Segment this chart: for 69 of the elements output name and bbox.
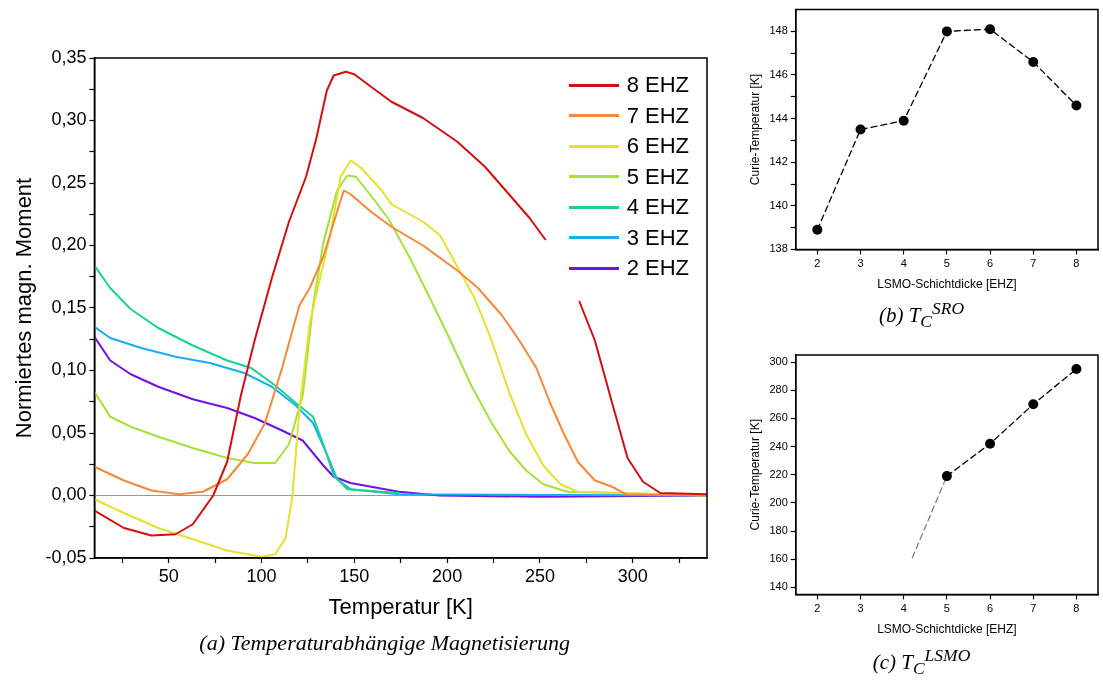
- x-axis-title: Temperatur [K]: [328, 593, 473, 619]
- y-tick-label: 144: [769, 111, 788, 124]
- legend-label: 7 EHZ: [626, 102, 689, 129]
- x-tick-label: 5: [943, 257, 950, 270]
- x-tick-label: 3: [857, 602, 864, 615]
- legend-label: 5 EHZ: [626, 163, 689, 190]
- x-tick-label: 150: [339, 565, 370, 586]
- legend-label: 6 EHZ: [626, 133, 689, 160]
- point: [941, 471, 952, 482]
- y-tick-label: 138: [769, 242, 788, 255]
- x-tick-label: 300: [617, 565, 648, 586]
- legend-label: 2 EHZ: [626, 255, 689, 282]
- y-tick-label: 0,00: [51, 484, 87, 505]
- point: [985, 24, 996, 35]
- y-tick-label: 0,30: [51, 109, 87, 130]
- legend-label: 3 EHZ: [626, 224, 689, 251]
- y-tick-label: -0,05: [45, 546, 87, 567]
- y-axis-title: Curie-Temperatur [K]: [747, 419, 762, 531]
- x-tick-label: 6: [986, 257, 994, 270]
- point: [941, 26, 952, 37]
- x-tick-label: 3: [857, 257, 864, 270]
- y-tick-label: 180: [769, 524, 788, 537]
- y-tick-label: 280: [769, 383, 788, 396]
- y-tick-label: 140: [769, 198, 788, 211]
- x-tick-label: 5: [943, 602, 950, 615]
- x-tick-label: 4: [900, 602, 907, 615]
- y-tick-label: 200: [769, 495, 788, 508]
- y-axis-title: Normiertes magn. Moment: [11, 177, 37, 439]
- y-tick-label: 0,20: [51, 234, 87, 255]
- x-tick-label: 4: [900, 257, 907, 270]
- y-tick-label: 0,35: [51, 46, 87, 67]
- x-tick-label: 100: [246, 565, 277, 586]
- text: (a) Temperaturabhängige Magnetisierung: [198, 630, 572, 656]
- x-tick-label: 2: [814, 602, 821, 615]
- x-tick-label: 50: [158, 565, 179, 586]
- x-tick-label: 8: [1073, 602, 1080, 615]
- x-tick-label: 250: [524, 565, 555, 586]
- y-axis-title: Curie-Temperatur [K]: [747, 73, 762, 186]
- y-tick-label: 142: [769, 155, 788, 168]
- point: [898, 115, 909, 126]
- point: [812, 224, 823, 235]
- y-tick-label: 0,15: [51, 296, 87, 317]
- y-tick-label: 160: [769, 552, 788, 565]
- y-tick-label: 240: [769, 439, 788, 452]
- x-tick-label: 200: [432, 565, 463, 586]
- point: [855, 124, 866, 135]
- x-tick-label: 7: [1030, 602, 1037, 615]
- legend-label: 4 EHZ: [626, 194, 689, 221]
- point: [1071, 100, 1082, 111]
- y-tick-label: 300: [769, 355, 788, 368]
- x-axis-title: LSMO-Schichtdicke [EHZ]: [877, 622, 1017, 637]
- y-tick-label: 220: [769, 467, 788, 480]
- legend-label: 8 EHZ: [626, 72, 689, 99]
- x-tick-label: 6: [986, 602, 994, 615]
- point: [985, 438, 996, 449]
- y-tick-label: 0,05: [51, 421, 87, 442]
- y-tick-label: 260: [769, 411, 788, 424]
- point: [1071, 364, 1082, 375]
- y-tick-label: 140: [769, 580, 788, 593]
- point: [1028, 399, 1039, 410]
- point: [1028, 56, 1039, 67]
- x-tick-label: 2: [814, 257, 821, 270]
- x-tick-label: 7: [1030, 257, 1037, 270]
- y-tick-label: 0,25: [51, 171, 87, 192]
- x-tick-label: 8: [1073, 257, 1080, 270]
- y-tick-label: 148: [769, 24, 788, 37]
- y-tick-label: 146: [769, 68, 788, 81]
- y-tick-label: 0,10: [51, 359, 87, 380]
- x-axis-title: LSMO-Schichtdicke [EHZ]: [877, 277, 1017, 292]
